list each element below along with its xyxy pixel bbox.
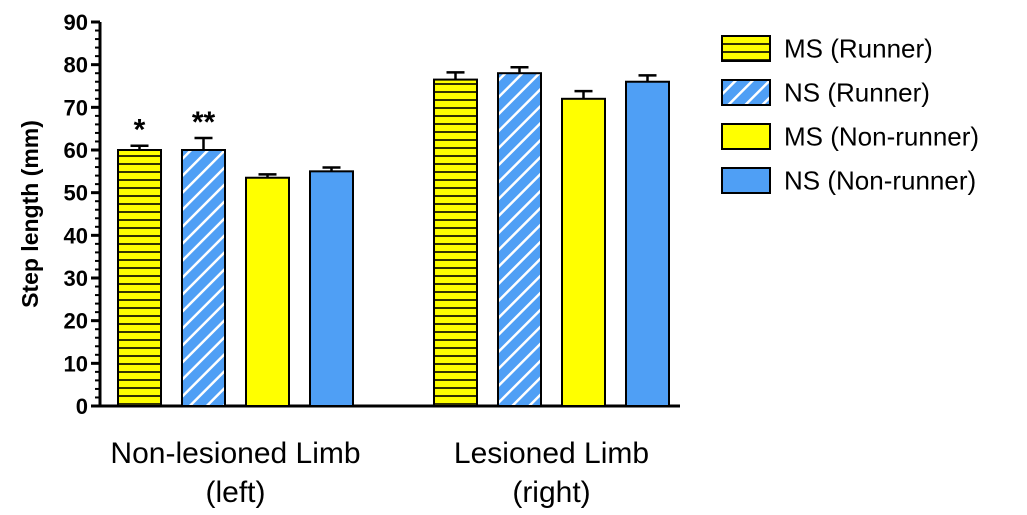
y-tick-label: 60 — [64, 138, 88, 163]
legend-label: MS (Runner) — [784, 34, 933, 64]
bar — [309, 170, 354, 407]
legend-swatch — [721, 167, 771, 194]
y-tick-label: 0 — [76, 394, 88, 419]
significance-marker: * — [134, 114, 146, 147]
bar — [117, 149, 162, 407]
legend-swatch — [721, 79, 771, 106]
y-tick-label: 90 — [64, 10, 88, 35]
category-label: (left) — [206, 476, 266, 509]
legend-swatch — [721, 123, 771, 150]
legend-label: NS (Non-runner) — [784, 166, 976, 196]
y-tick-label: 10 — [64, 351, 88, 376]
category-label: Non-lesioned Limb — [110, 437, 360, 470]
bar — [181, 149, 226, 407]
y-tick-label: 20 — [64, 309, 88, 334]
bar — [433, 78, 478, 407]
y-tick-label: 70 — [64, 95, 88, 120]
y-tick-label: 40 — [64, 223, 88, 248]
category-label: Lesioned Limb — [454, 437, 649, 470]
legend-label: NS (Runner) — [784, 78, 930, 108]
category-label: (right) — [512, 476, 590, 509]
bar — [561, 97, 606, 408]
significance-marker: ** — [192, 106, 216, 139]
y-tick-label: 30 — [64, 266, 88, 291]
bar — [245, 176, 290, 407]
y-tick-label: 50 — [64, 181, 88, 206]
bar — [625, 80, 670, 407]
y-axis-label: Step length (mm) — [17, 120, 43, 308]
y-tick-label: 80 — [64, 53, 88, 78]
legend-swatch — [721, 35, 771, 62]
legend-label: MS (Non-runner) — [784, 122, 979, 152]
bar — [497, 72, 542, 407]
